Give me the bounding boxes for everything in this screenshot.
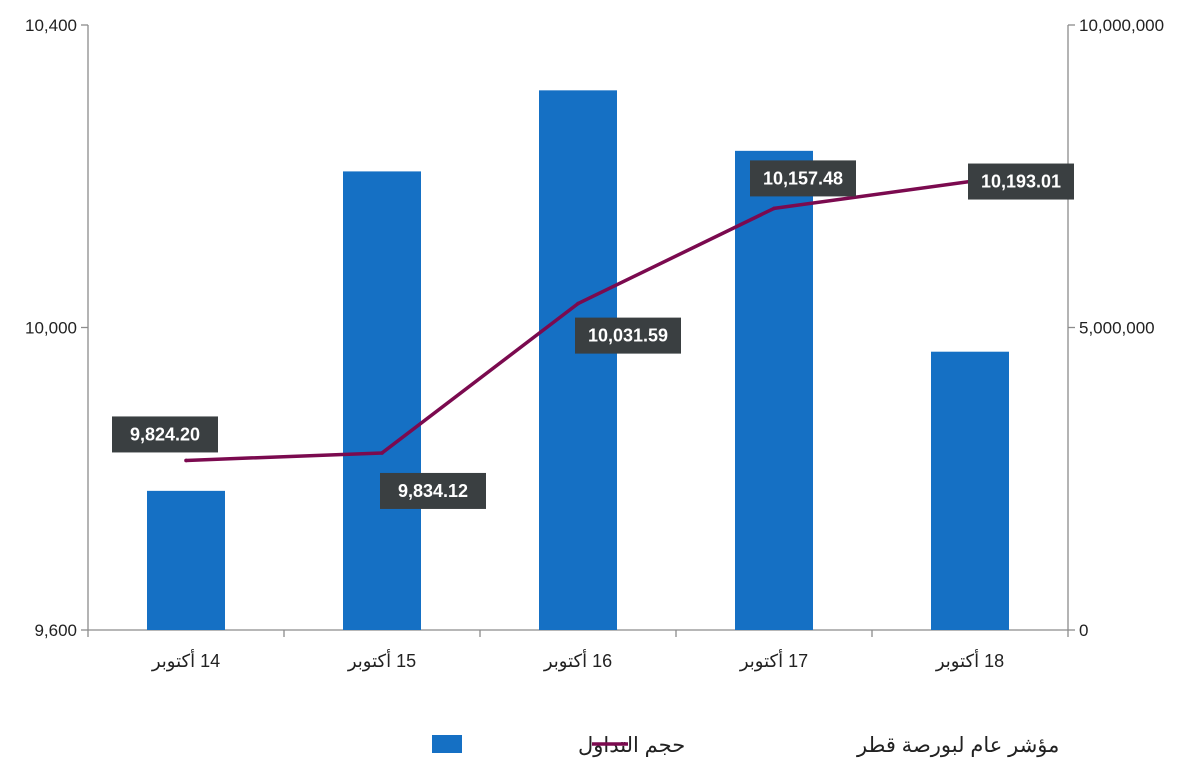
y-right-tick-label: 0 [1079, 621, 1088, 640]
data-label: 10,193.01 [981, 172, 1061, 192]
line-point [576, 301, 580, 306]
data-label: 9,824.20 [130, 424, 200, 444]
x-tick-label: 14 أكتوبر [151, 649, 220, 672]
bar-series [147, 90, 1009, 631]
line-point [184, 458, 188, 463]
legend-swatch-bars [432, 735, 462, 753]
bar [931, 351, 1009, 630]
axes: 9,600 10,000 10,400 0 5,000,000 10,000,000 14 … [25, 16, 1164, 672]
data-label-box [112, 416, 218, 453]
bar [735, 150, 813, 630]
legend-label-line: مؤشر عام لبورصة قطر [856, 734, 1059, 758]
line-point [380, 451, 384, 455]
bar [343, 171, 421, 630]
legend-label-bars: حجم التداول [578, 734, 685, 758]
legend: حجم التداول مؤشر عام لبورصة قطر [432, 734, 1059, 758]
data-label: 9,834.12 [398, 481, 468, 501]
data-label: 10,157.48 [763, 168, 843, 188]
data-label-box [380, 472, 486, 509]
x-tick-label: 18 أكتوبر [935, 649, 1004, 672]
data-labels: 9,824.20 9,834.12 10,031.59 10,157.48 10,193… [112, 160, 1074, 509]
y-right-tick-label: 5,000,000 [1079, 319, 1155, 338]
y-left-tick-label: 10,400 [25, 16, 77, 35]
x-tick-label: 16 أكتوبر [543, 649, 612, 672]
data-label: 10,031.59 [588, 326, 668, 346]
x-tick-label: 17 أكتوبر [739, 649, 808, 672]
y-left-tick-label: 10,000 [25, 319, 77, 338]
data-label-box [968, 163, 1074, 200]
y-right-tick-label: 10,000,000 [1079, 16, 1164, 35]
data-label-box [750, 160, 856, 197]
line-point [772, 206, 776, 211]
x-tick-label: 15 أكتوبر [347, 649, 416, 672]
y-left-tick-label: 9,600 [34, 621, 77, 640]
data-label-box [575, 317, 681, 354]
bar [147, 490, 225, 630]
line-series [184, 179, 972, 463]
bar [539, 90, 617, 631]
